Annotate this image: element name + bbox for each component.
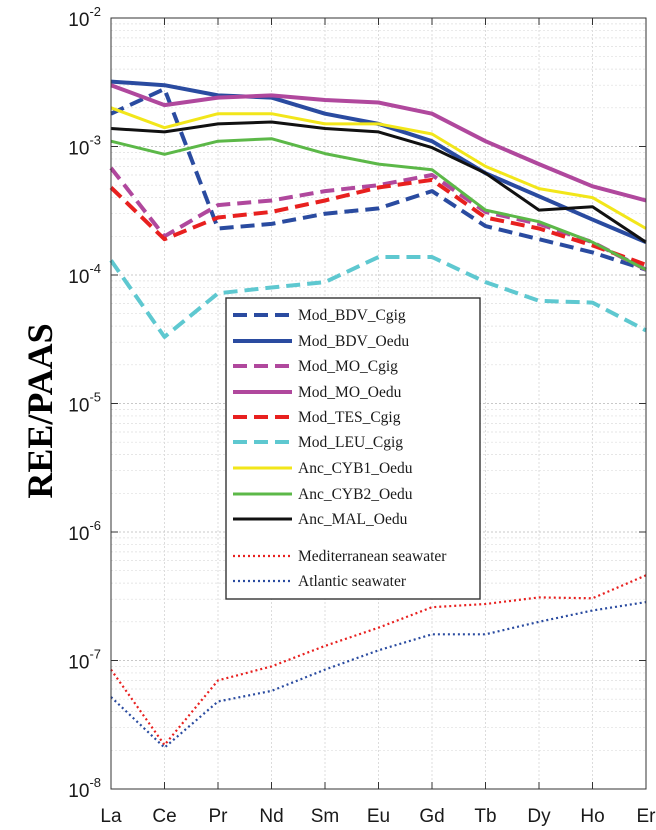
- legend-label: Atlantic seawater: [298, 573, 407, 590]
- y-tick-label: 10-3: [68, 133, 101, 160]
- y-tick-label: 10-4: [68, 261, 101, 288]
- legend-label: Anc_MAL_Oedu: [298, 511, 408, 528]
- series-group: [109, 79, 647, 749]
- x-axis-ticks: La Ce Pr Nd Sm Eu Gd Tb Dy Ho Er: [100, 18, 656, 827]
- x-tick-label: Tb: [474, 806, 496, 827]
- x-tick-label: Gd: [419, 806, 444, 827]
- grid: [111, 18, 646, 789]
- x-tick-label: La: [100, 806, 122, 827]
- legend-label: Anc_CYB1_Oedu: [298, 460, 413, 477]
- y-tick-label: 10-8: [68, 775, 101, 802]
- y-axis-ticks: 10-8 10-7 10-6 10-5 10-4 10-3 10-2: [68, 4, 646, 802]
- legend-label: Mod_BDV_Cgig: [298, 307, 406, 324]
- x-tick-label: Sm: [311, 806, 340, 827]
- y-tick-label: 10-6: [68, 518, 101, 545]
- series-line-mediterranean-seawater: [110, 574, 647, 747]
- x-tick-label: Dy: [527, 806, 551, 827]
- legend-label: Mod_TES_Cgig: [298, 409, 401, 426]
- series-line-mod-leu-cgig: [109, 255, 647, 339]
- x-tick-label: Er: [637, 806, 656, 827]
- x-tick-label: Pr: [209, 806, 229, 827]
- series-line-anc-cyb2-oedu: [110, 137, 647, 272]
- legend-label: Mod_LEU_Cgig: [298, 434, 403, 451]
- legend-label: Mod_MO_Cgig: [298, 358, 398, 375]
- series-line-mod-tes-cgig: [109, 177, 647, 267]
- x-tick-label: Ho: [580, 806, 604, 827]
- series-line-anc-cyb1-oedu: [110, 106, 647, 230]
- legend-label: Mod_BDV_Oedu: [298, 333, 409, 350]
- y-tick-label: 10-2: [68, 4, 101, 31]
- series-line-anc-mal-oedu: [110, 120, 647, 244]
- legend-label: Mediterranean seawater: [298, 548, 447, 565]
- x-tick-label: Nd: [259, 806, 283, 827]
- x-tick-label: Ce: [152, 806, 176, 827]
- y-tick-label: 10-5: [68, 390, 101, 417]
- series-line-mod-mo-cgig: [109, 166, 647, 272]
- x-tick-label: Eu: [367, 806, 390, 827]
- series-line-mod-bdv-cgig: [110, 87, 647, 272]
- legend-box: [225, 297, 481, 600]
- legend-label: Mod_MO_Oedu: [298, 384, 402, 401]
- series-line-atlantic-seawater: [110, 601, 647, 749]
- legend-label: Anc_CYB2_Oedu: [298, 486, 413, 503]
- y-tick-label: 10-7: [68, 647, 101, 674]
- legend: Mod_BDV_Cgig Mod_BDV_Oedu Mod_MO_Cgig Mod_M…: [225, 297, 481, 600]
- series-line-mod-mo-oedu: [110, 83, 647, 203]
- y-axis-label: REE/PAAS: [20, 323, 60, 498]
